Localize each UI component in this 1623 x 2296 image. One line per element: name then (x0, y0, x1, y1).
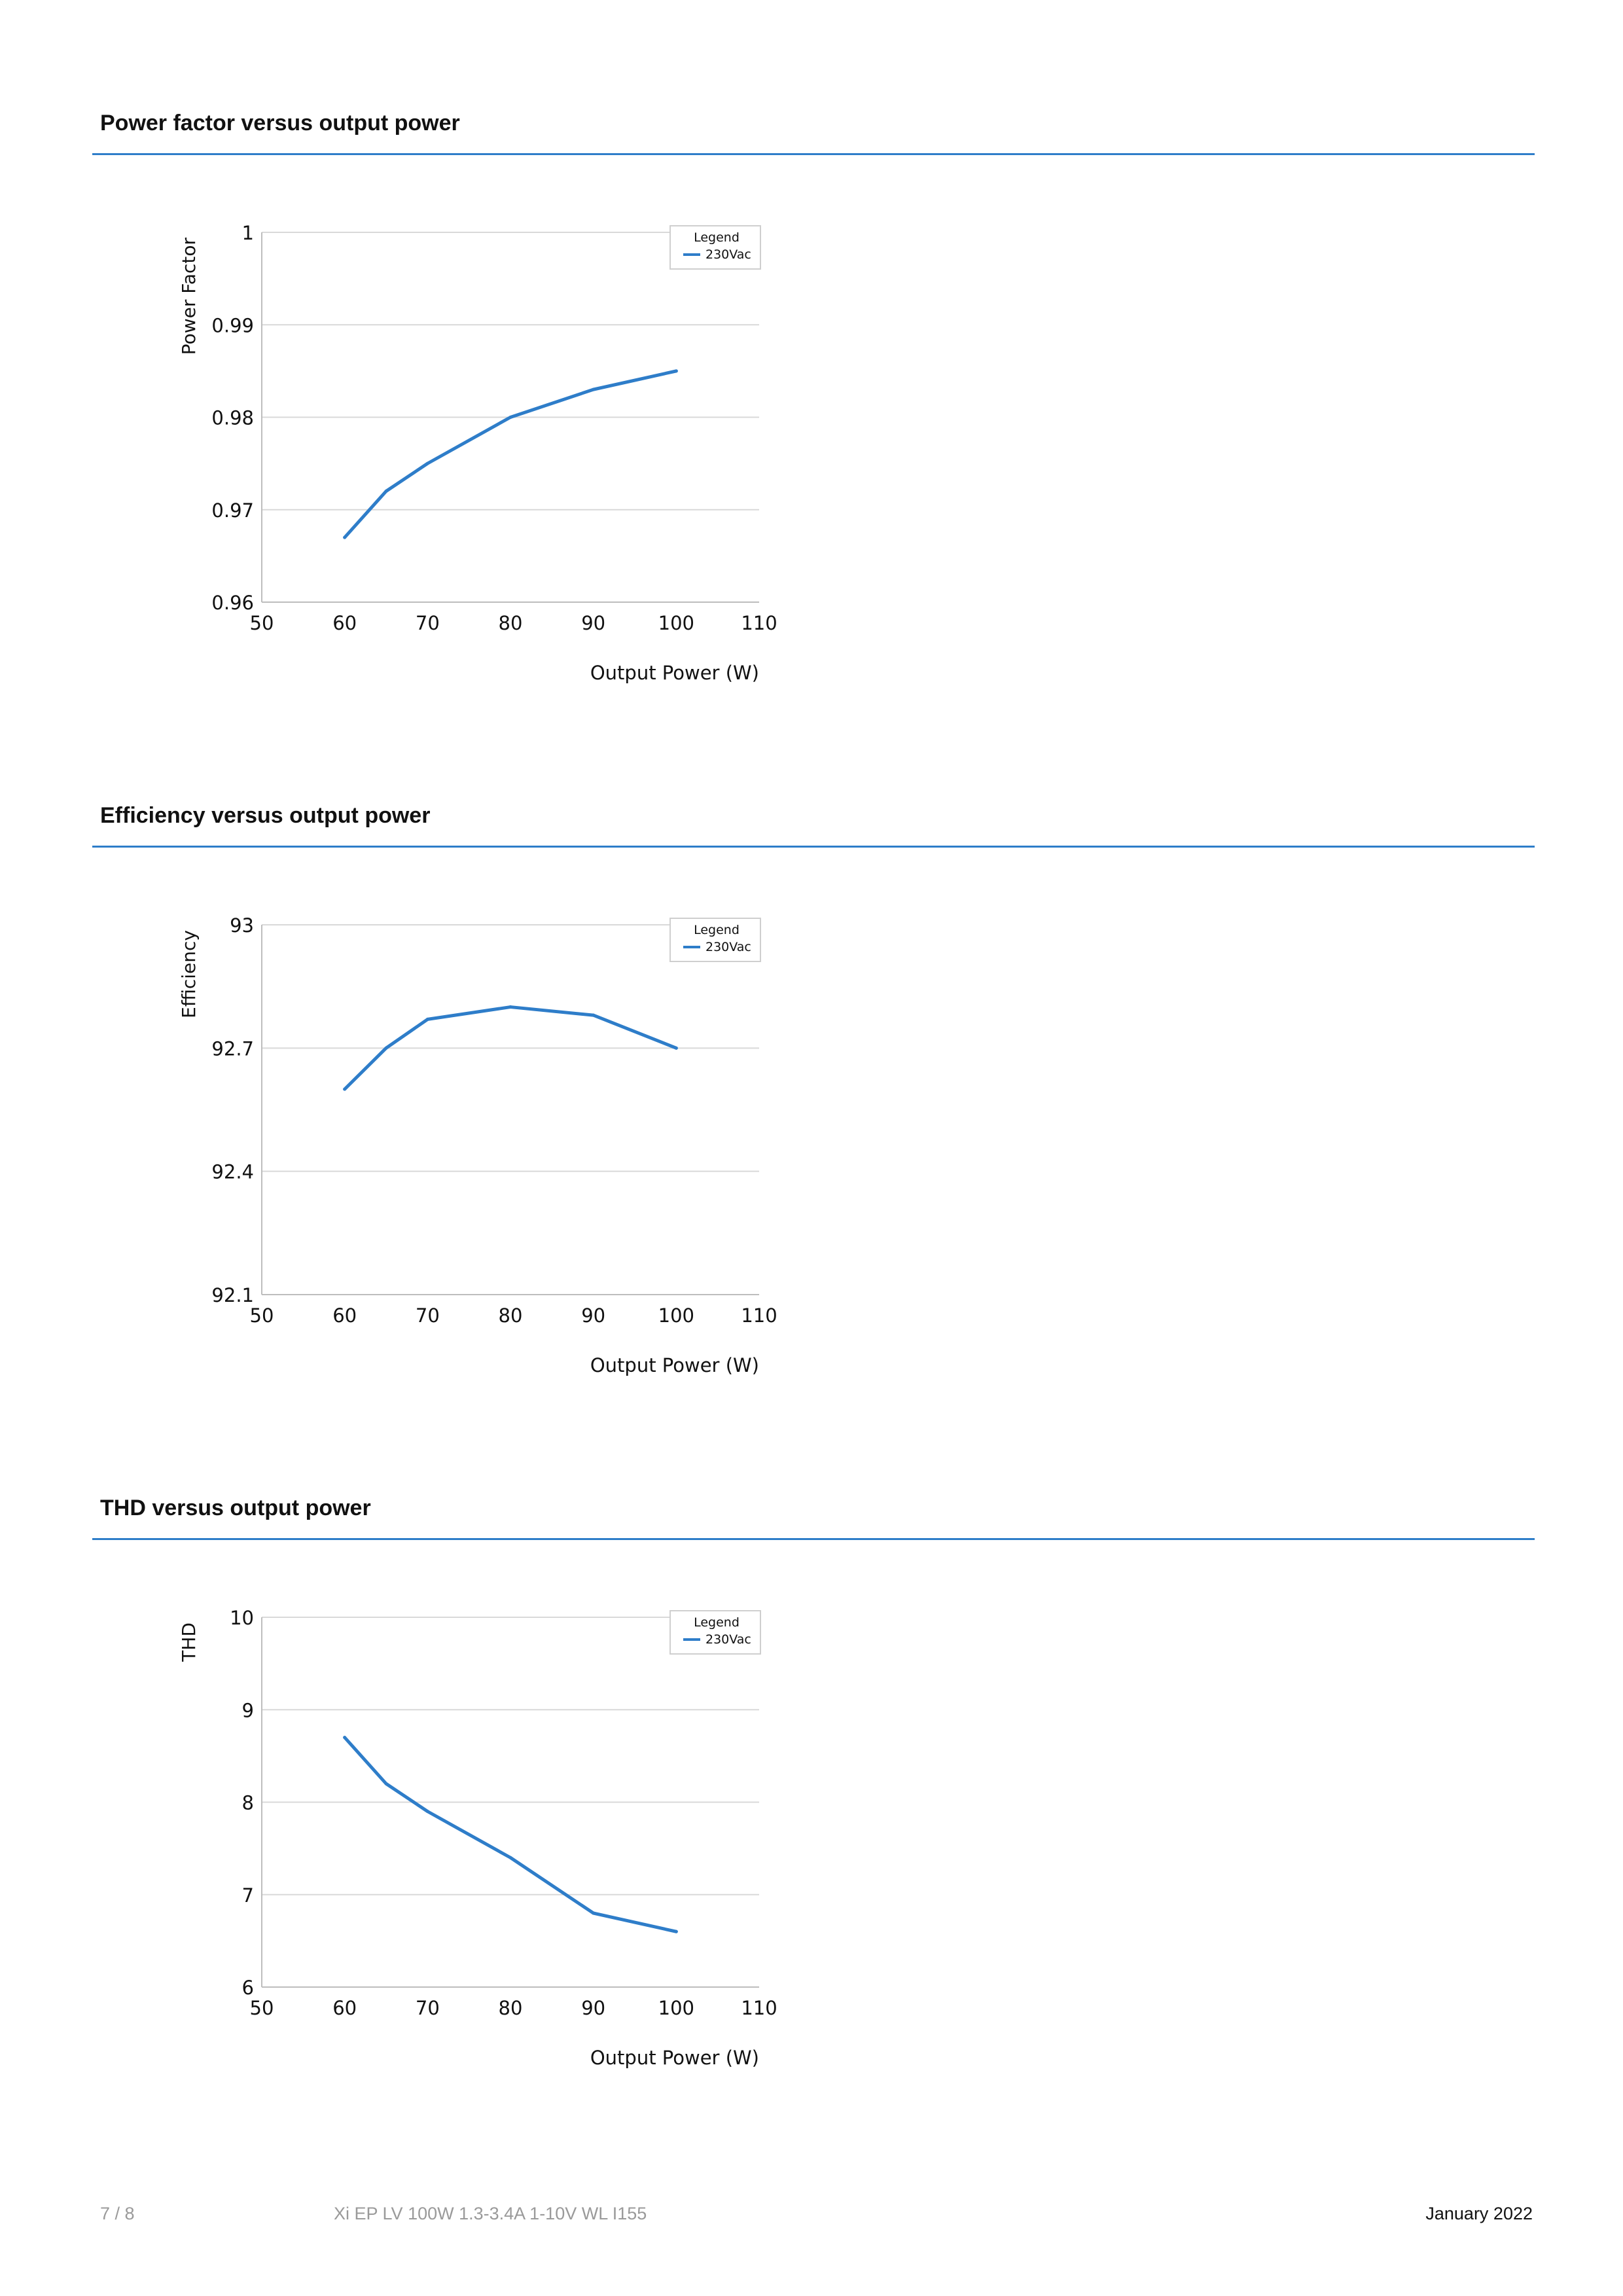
data-point (674, 369, 678, 373)
x-tick-label: 50 (250, 612, 274, 634)
y-tick-label: 0.98 (211, 407, 254, 429)
x-tick-label: 90 (581, 1304, 605, 1327)
series-line (343, 1736, 678, 1933)
y-tick-label: 0.97 (211, 499, 254, 522)
legend-box (669, 918, 761, 962)
x-tick-label: 100 (658, 1997, 694, 2019)
x-tick-label: 100 (658, 612, 694, 634)
y-tick-label: 6 (242, 1977, 254, 1999)
legend-label: 230Vac (705, 1632, 751, 1647)
legend-title: Legend (694, 1615, 740, 1630)
data-point (425, 461, 429, 465)
section-divider (92, 153, 1535, 155)
data-point (592, 1911, 596, 1915)
x-tick-label: 60 (332, 1304, 357, 1327)
legend-box (669, 1610, 761, 1655)
y-tick-label: 7 (242, 1884, 254, 1907)
page-number: 7 / 8 (100, 2204, 135, 2223)
data-point (384, 1046, 388, 1050)
section-title-power-factor: Power factor versus output power (100, 111, 460, 135)
x-tick-label: 90 (581, 612, 605, 634)
x-tick-label: 50 (250, 1304, 274, 1327)
data-point (508, 416, 512, 419)
x-axis-label: Output Power (W) (590, 662, 759, 684)
y-tick-label: 1 (242, 222, 254, 244)
document-date: January 2022 (1425, 2204, 1533, 2223)
power-factor-chart: 0.96 0.97 0.98 0.99 1 50 60 70 80 90 100 110 Output … (178, 222, 777, 684)
section-divider (92, 846, 1535, 848)
section-divider (92, 1538, 1535, 1540)
data-point (508, 1856, 512, 1859)
section-title-thd: THD versus output power (100, 1496, 371, 1520)
x-tick-label: 80 (499, 1997, 523, 2019)
section-title-efficiency: Efficiency versus output power (100, 803, 431, 828)
x-tick-label: 70 (416, 1304, 440, 1327)
x-tick-label: 80 (499, 1304, 523, 1327)
data-point (508, 1005, 512, 1009)
data-point (343, 1087, 347, 1091)
series-line (343, 1005, 678, 1091)
x-tick-label: 70 (416, 612, 440, 634)
y-tick-label: 8 (242, 1792, 254, 1814)
legend-box (669, 225, 761, 270)
x-tick-label: 80 (499, 612, 523, 634)
y-axis-label: Efficiency (178, 930, 200, 1018)
y-tick-label: 0.99 (211, 314, 254, 336)
x-tick-label: 110 (741, 612, 777, 634)
x-tick-label: 90 (581, 1997, 605, 2019)
data-point (343, 1736, 347, 1740)
x-tick-label: 60 (332, 1997, 357, 2019)
y-tick-label: 10 (230, 1607, 254, 1629)
legend-title: Legend (694, 230, 740, 245)
data-point (425, 1810, 429, 1814)
x-axis-label: Output Power (W) (590, 1354, 759, 1376)
data-point (425, 1017, 429, 1021)
data-point (674, 1046, 678, 1050)
legend-label: 230Vac (705, 940, 751, 954)
y-tick-label: 93 (230, 914, 254, 937)
x-tick-label: 110 (741, 1997, 777, 2019)
x-tick-label: 70 (416, 1997, 440, 2019)
legend-label: 230Vac (705, 247, 751, 262)
x-tick-label: 50 (250, 1997, 274, 2019)
data-point (384, 1782, 388, 1785)
y-axis-label: THD (178, 1623, 200, 1662)
y-axis-label: Power Factor (178, 238, 200, 355)
data-point (343, 535, 347, 539)
x-tick-label: 100 (658, 1304, 694, 1327)
thd-chart: 6 7 8 9 10 50 60 70 80 90 100 110 Output Power (W) TH… (178, 1607, 777, 2069)
efficiency-chart: 92.1 92.4 92.7 93 50 60 70 80 90 100 110 Output Pow… (178, 914, 777, 1376)
x-tick-label: 110 (741, 1304, 777, 1327)
x-tick-label: 60 (332, 612, 357, 634)
data-point (384, 490, 388, 493)
data-point (674, 1929, 678, 1933)
y-tick-label: 92.4 (211, 1161, 254, 1183)
legend-title: Legend (694, 923, 740, 937)
y-tick-label: 92.7 (211, 1037, 254, 1060)
y-tick-label: 0.96 (211, 592, 254, 614)
y-tick-label: 92.1 (211, 1284, 254, 1306)
x-axis-label: Output Power (W) (590, 2047, 759, 2069)
data-point (592, 1013, 596, 1017)
y-tick-label: 9 (242, 1699, 254, 1721)
data-point (592, 387, 596, 391)
product-name: Xi EP LV 100W 1.3-3.4A 1-10V WL I155 (334, 2204, 647, 2223)
series-line (343, 369, 678, 539)
